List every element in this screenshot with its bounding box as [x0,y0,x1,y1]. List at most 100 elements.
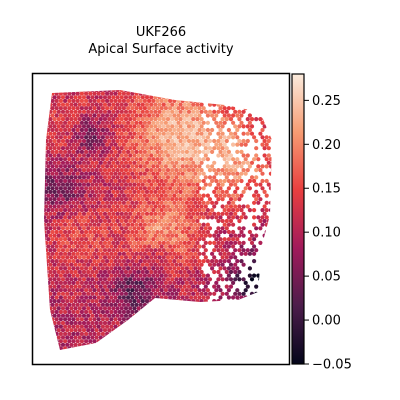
spot [193,295,198,300]
spot [243,98,248,103]
spot [210,302,215,307]
spot [56,204,61,209]
spot [176,346,181,350]
spot [52,189,57,194]
spot [130,251,135,256]
spot [86,299,91,304]
spot [44,237,47,242]
spot [151,91,156,96]
spot [262,320,267,326]
spot [226,222,231,227]
spot [102,313,108,318]
spot [214,178,219,184]
spot [107,124,112,129]
spot [46,106,51,111]
spot [163,186,168,191]
spot [84,113,89,118]
spot [98,95,103,100]
spot [73,299,78,304]
spot [86,240,91,245]
spot [195,313,200,318]
spot [73,153,78,158]
spot [44,91,47,96]
spot [58,309,64,315]
spot [170,138,175,144]
spot [220,240,225,245]
spot [69,320,74,326]
spot [134,339,139,344]
spot [235,317,240,322]
spot [46,259,51,264]
spot [226,178,231,184]
spot [113,331,118,336]
spot [94,131,99,136]
spot [174,269,179,275]
spot [168,317,173,322]
spot [258,182,263,187]
spot [157,248,162,253]
spot [128,262,133,267]
spot [58,149,64,154]
spot [63,259,68,264]
spot [67,178,72,184]
spot [48,218,53,224]
spot [44,106,47,111]
spot [67,193,72,198]
spot [44,302,47,307]
spot [142,113,147,118]
spot [100,339,105,344]
spot [252,208,257,213]
spot [233,90,238,93]
spot [260,106,265,111]
spot [71,135,76,140]
spot [107,211,112,216]
spot [44,306,45,311]
spot [195,124,200,129]
spot [149,117,154,122]
spot [174,328,179,333]
spot [239,193,244,198]
spot [163,339,168,344]
spot [90,313,95,318]
spot [151,149,156,154]
spot [128,248,133,253]
spot [126,244,131,249]
spot [63,186,68,191]
colorbar-tick-label: 0.25 [312,94,341,109]
spot [233,204,238,209]
spot [86,291,91,296]
spot [44,342,49,347]
spot [149,342,154,347]
spot [195,90,200,93]
spot [228,233,234,238]
spot [144,131,150,136]
spot [207,102,213,107]
spot [46,309,51,315]
spot [165,182,171,187]
spot [161,284,166,289]
spot [109,171,114,176]
spot [157,95,162,100]
spot [115,299,120,304]
spot [100,331,105,336]
spot [184,186,189,191]
spot [182,204,187,209]
spot [138,237,143,242]
spot [142,186,147,191]
spot [189,178,194,184]
spot [84,215,89,220]
spot [235,295,240,300]
spot [90,124,95,129]
spot [130,229,135,235]
spot [231,106,236,111]
spot [136,90,141,93]
spot [165,95,171,100]
spot [94,146,99,151]
spot [113,229,118,235]
spot [132,131,137,136]
spot [205,309,210,315]
spot [128,269,133,275]
spot [60,262,66,267]
spot [151,346,156,350]
spot [262,262,267,267]
